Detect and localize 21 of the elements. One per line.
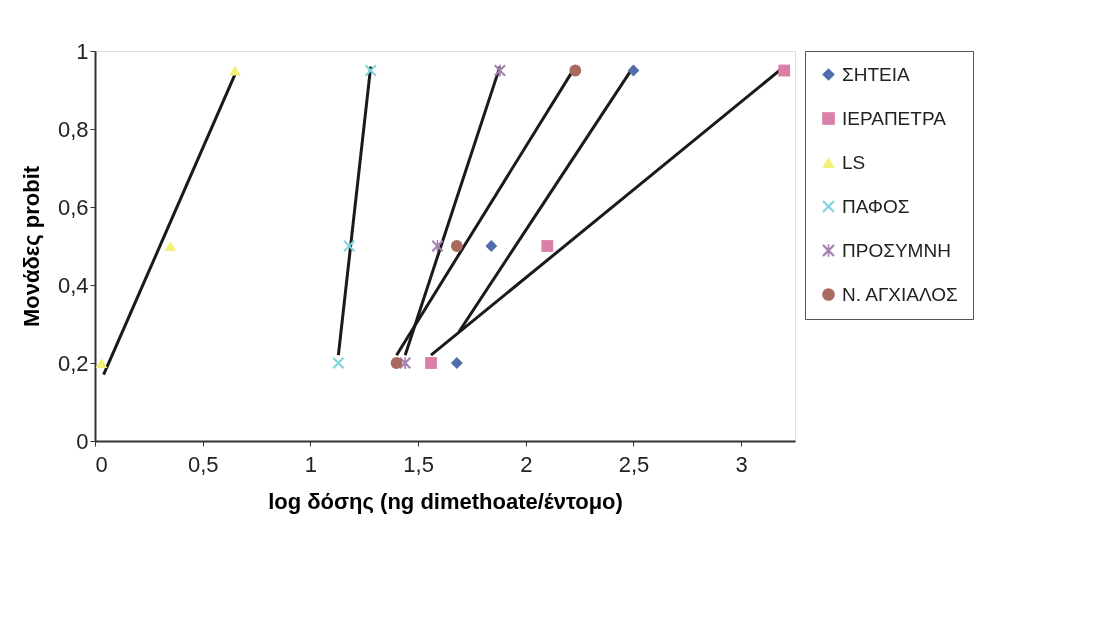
y-tick-label: 0,8 [57,116,89,142]
x-tick-label: 1 [304,451,318,477]
y-tick-label: 0,4 [57,272,89,298]
legend-label: ΣΗΤΕΙΑ [842,63,911,85]
y-tick-label: 0,2 [57,350,89,376]
x-tick-label: 2,5 [618,451,650,477]
y-tick-label: 1 [76,38,89,64]
x-tick-label: 2 [520,451,533,477]
y-tick-label: 0,6 [57,194,89,220]
x-tick-label: 0 [95,451,108,477]
x-tick-label: 1,5 [403,451,434,477]
legend-label: ΙΕΡΑΠΕΤΡΑ [842,107,947,129]
x-axis-title: log δόσης (ng dimethoate/έντομο) [268,488,623,514]
legend-label: Ν. ΑΓΧΙΑΛΟΣ [842,283,958,305]
y-axis-title: Μονάδες probit [18,165,44,328]
legend-label: ΠΡΟΣΥΜΝΗ [842,239,951,261]
x-tick-label: 0,5 [187,451,219,477]
legend-label: LS [842,151,866,173]
legend-label: ΠΑΦΟΣ [842,195,910,217]
y-tick-label: 0 [76,428,89,454]
x-tick-label: 3 [735,451,748,477]
